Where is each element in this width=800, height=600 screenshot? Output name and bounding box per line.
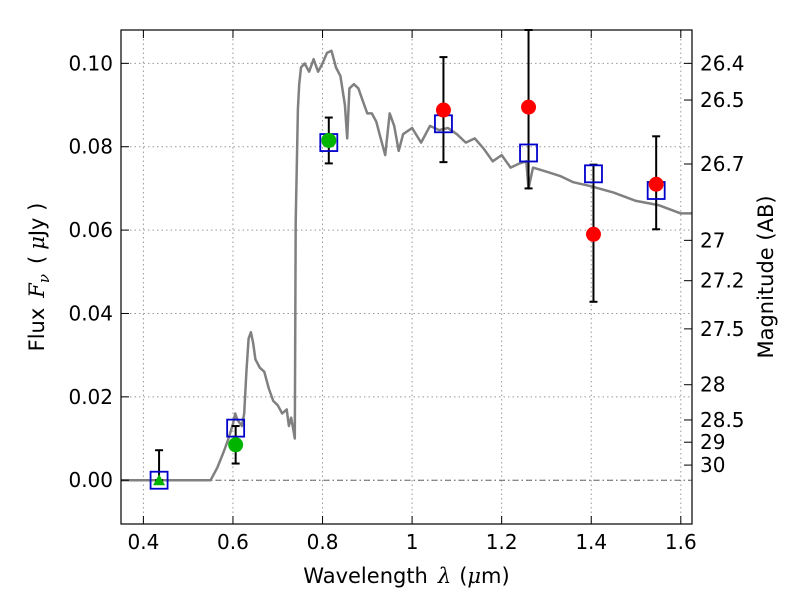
- observed-flux-red-point: [585, 226, 601, 242]
- y-tick-label: 0.04: [68, 301, 113, 325]
- magnitude-tick-label: 28: [700, 373, 725, 397]
- y-axis-title: FluxFν(μJy ): [25, 203, 53, 352]
- magnitude-tick-label: 29: [700, 430, 725, 454]
- y-tick-label: 0.00: [68, 468, 113, 492]
- magnitude-axis-title: Magnitude (AB): [754, 195, 778, 358]
- model-flux-square: [519, 143, 538, 163]
- magnitude-tick-label: 27.5: [700, 317, 745, 341]
- x-tick-label: 1.2: [486, 530, 518, 554]
- y-tick-label: 0.10: [68, 51, 113, 75]
- error-bars-layer: [155, 29, 661, 482]
- observed-flux-green-triangle: [153, 474, 166, 486]
- observed-flux-green-point: [321, 132, 337, 148]
- y-tick-label: 0.08: [68, 135, 113, 159]
- sed-spectrum-layer: [121, 49, 692, 482]
- magnitude-tick-label: 26.5: [700, 88, 745, 112]
- magnitude-tick-label: 26.7: [700, 152, 745, 176]
- x-axis-title: Wavelength λ (μm): [303, 564, 509, 588]
- model-flux-square: [584, 164, 603, 184]
- x-tick-label: 0.6: [217, 530, 249, 554]
- magnitude-tick-label: 26.4: [700, 51, 745, 75]
- observed-flux-red-point: [435, 102, 451, 118]
- magnitude-tick-label: 27.2: [700, 269, 745, 293]
- observed-flux-red-point: [648, 176, 664, 192]
- x-tick-label: 0.8: [307, 530, 339, 554]
- grid: [121, 30, 692, 524]
- magnitude-tick-label: 28.5: [700, 408, 745, 432]
- observed-flux-green-point: [228, 437, 244, 453]
- x-tick-label: 1: [406, 530, 419, 554]
- sed-spectrum-line: [121, 49, 692, 482]
- x-tick-label: 0.4: [127, 530, 159, 554]
- magnitude-tick-label: 27: [700, 228, 725, 252]
- y-tick-label: 0.02: [68, 385, 113, 409]
- axis-ticks: 0.4 0.6 0.8 1 1.2 1.4 1.6 0.00 0.02 0.04 0.06 0.08 0…: [68, 30, 745, 554]
- model-flux-square: [149, 470, 169, 490]
- x-tick-label: 1.4: [575, 530, 607, 554]
- x-tick-label: 1.6: [665, 530, 697, 554]
- observed-flux-red-point: [521, 99, 537, 115]
- model-flux-square: [226, 418, 246, 438]
- markers-layer: [149, 99, 666, 490]
- y-tick-label: 0.06: [68, 218, 113, 242]
- magnitude-tick-label: 30: [700, 453, 725, 477]
- plot-area-frame: [120, 29, 693, 525]
